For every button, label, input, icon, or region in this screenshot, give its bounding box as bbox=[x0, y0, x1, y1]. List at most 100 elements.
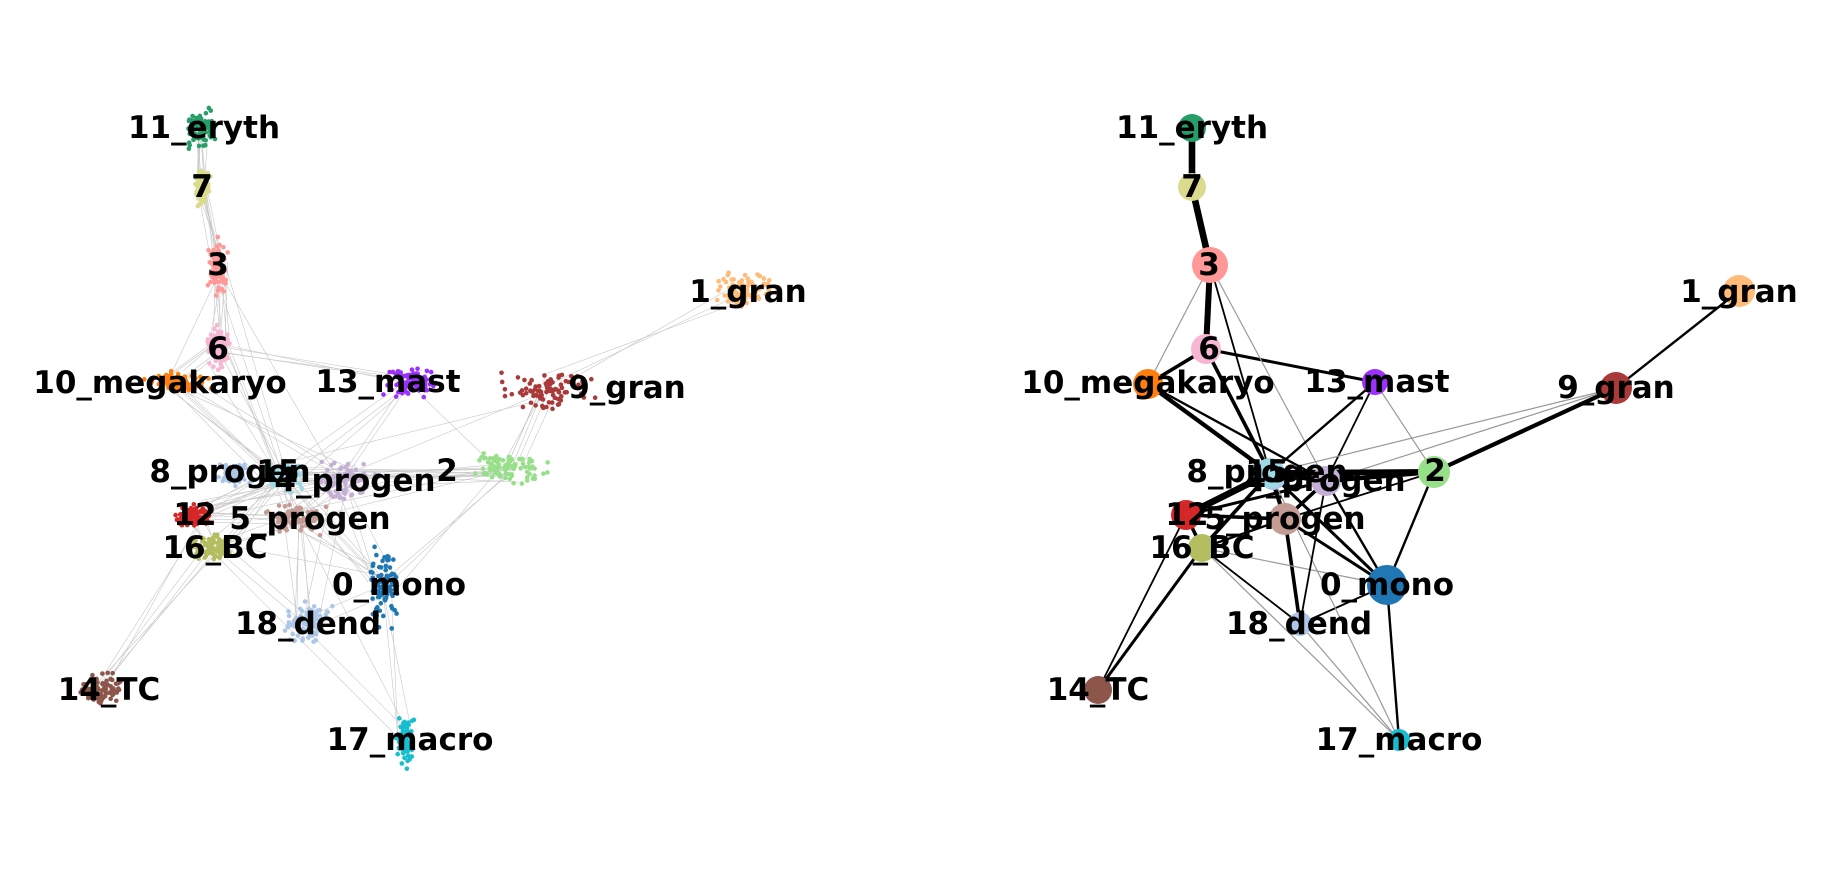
cell-point bbox=[179, 522, 185, 528]
cell-point bbox=[189, 381, 195, 386]
paga-edge-6-13_mast bbox=[1205, 347, 1376, 384]
paga-edge-5_progen-18_dend bbox=[1283, 518, 1302, 625]
paga-edge-0_mono-17_macro bbox=[1385, 584, 1401, 741]
cell-point bbox=[375, 579, 381, 584]
neighbor-edge bbox=[223, 344, 414, 385]
cell-point bbox=[233, 475, 239, 481]
cell-point bbox=[541, 471, 546, 477]
cell-point bbox=[217, 337, 222, 342]
cell-point bbox=[205, 513, 211, 519]
cell-point bbox=[221, 244, 226, 250]
cell-point bbox=[293, 615, 299, 621]
cell-point bbox=[431, 383, 436, 389]
cell-point bbox=[247, 480, 252, 486]
cell-point bbox=[750, 297, 756, 303]
cell-point bbox=[116, 686, 121, 691]
paga-node-4_progen bbox=[1311, 466, 1341, 496]
cell-point bbox=[743, 290, 748, 295]
cell-point bbox=[86, 694, 91, 699]
cell-point bbox=[351, 482, 356, 488]
cell-point bbox=[245, 470, 251, 475]
cell-point bbox=[212, 333, 217, 339]
neighbor-edge bbox=[381, 475, 507, 583]
cell-point bbox=[298, 528, 304, 533]
cell-point bbox=[345, 476, 351, 481]
cell-point bbox=[314, 524, 319, 529]
cell-point bbox=[513, 462, 518, 467]
cell-cloud-0_mono bbox=[368, 544, 400, 631]
cell-point bbox=[212, 136, 218, 142]
cell-point bbox=[287, 502, 292, 508]
neighbor-edge bbox=[180, 388, 278, 479]
cell-point bbox=[298, 614, 304, 619]
cell-point bbox=[208, 174, 213, 179]
cell-point bbox=[205, 550, 211, 555]
cell-point bbox=[394, 611, 399, 616]
cell-point bbox=[263, 475, 268, 481]
cell-point bbox=[726, 270, 731, 276]
cell-point bbox=[385, 586, 390, 592]
cell-point bbox=[217, 537, 223, 543]
neighbor-edge bbox=[210, 344, 408, 378]
cell-point bbox=[389, 626, 395, 631]
cell-point bbox=[295, 507, 301, 513]
cell-point bbox=[95, 680, 100, 685]
neighbor-edge bbox=[294, 519, 300, 620]
cell-point bbox=[542, 373, 547, 378]
cell-point bbox=[499, 370, 504, 376]
cell-point bbox=[221, 539, 226, 544]
cell-point bbox=[90, 684, 96, 689]
neighbor-edge bbox=[289, 472, 383, 578]
cell-point bbox=[160, 378, 166, 384]
cell-point bbox=[748, 293, 754, 299]
paga-edge-16_BC-17_macro bbox=[1201, 547, 1400, 741]
cell-point bbox=[290, 631, 296, 637]
cell-point bbox=[189, 118, 194, 123]
cell-point bbox=[756, 296, 762, 302]
cell-point bbox=[544, 383, 550, 388]
cell-point bbox=[99, 688, 105, 693]
cell-point bbox=[383, 563, 389, 569]
cell-point bbox=[182, 374, 188, 380]
cell-point bbox=[337, 483, 343, 489]
right-label-13_mast: 13_mast bbox=[1304, 364, 1449, 400]
neighbor-edge bbox=[212, 278, 216, 353]
cell-point bbox=[592, 395, 598, 401]
cell-point bbox=[503, 468, 508, 473]
neighbor-edge bbox=[510, 391, 543, 471]
cell-point bbox=[503, 475, 508, 481]
cell-point bbox=[191, 501, 197, 507]
cell-point bbox=[201, 176, 207, 181]
neighbor-edge bbox=[196, 487, 347, 522]
cell-point bbox=[98, 698, 104, 704]
cell-point bbox=[302, 599, 308, 604]
cell-cloud-4_progen bbox=[314, 459, 383, 502]
cell-point bbox=[188, 550, 194, 555]
cell-point bbox=[299, 486, 305, 492]
cell-point bbox=[94, 695, 100, 701]
cell-cloud-13_mast bbox=[381, 366, 439, 400]
cell-point bbox=[387, 369, 392, 375]
cell-point bbox=[203, 110, 209, 116]
paga-edge-2-4_progen bbox=[1325, 469, 1435, 484]
paga-node-2 bbox=[1418, 456, 1450, 488]
neighbor-edge bbox=[503, 390, 545, 463]
cell-point bbox=[208, 279, 213, 285]
cell-point bbox=[210, 347, 215, 353]
cell-point bbox=[205, 170, 211, 176]
cell-point bbox=[527, 471, 532, 477]
cell-point bbox=[196, 556, 202, 561]
cell-point bbox=[283, 466, 288, 472]
cell-point bbox=[578, 391, 584, 396]
cell-point bbox=[509, 391, 515, 397]
cell-point bbox=[206, 105, 212, 111]
cell-point bbox=[297, 627, 302, 633]
cell-point bbox=[422, 387, 428, 393]
cell-point bbox=[205, 181, 211, 187]
cell-point bbox=[201, 129, 207, 135]
cell-point bbox=[173, 512, 178, 518]
cell-point bbox=[237, 479, 242, 485]
cell-point bbox=[290, 478, 296, 484]
neighbor-edge bbox=[386, 465, 517, 586]
cell-point bbox=[221, 289, 226, 294]
